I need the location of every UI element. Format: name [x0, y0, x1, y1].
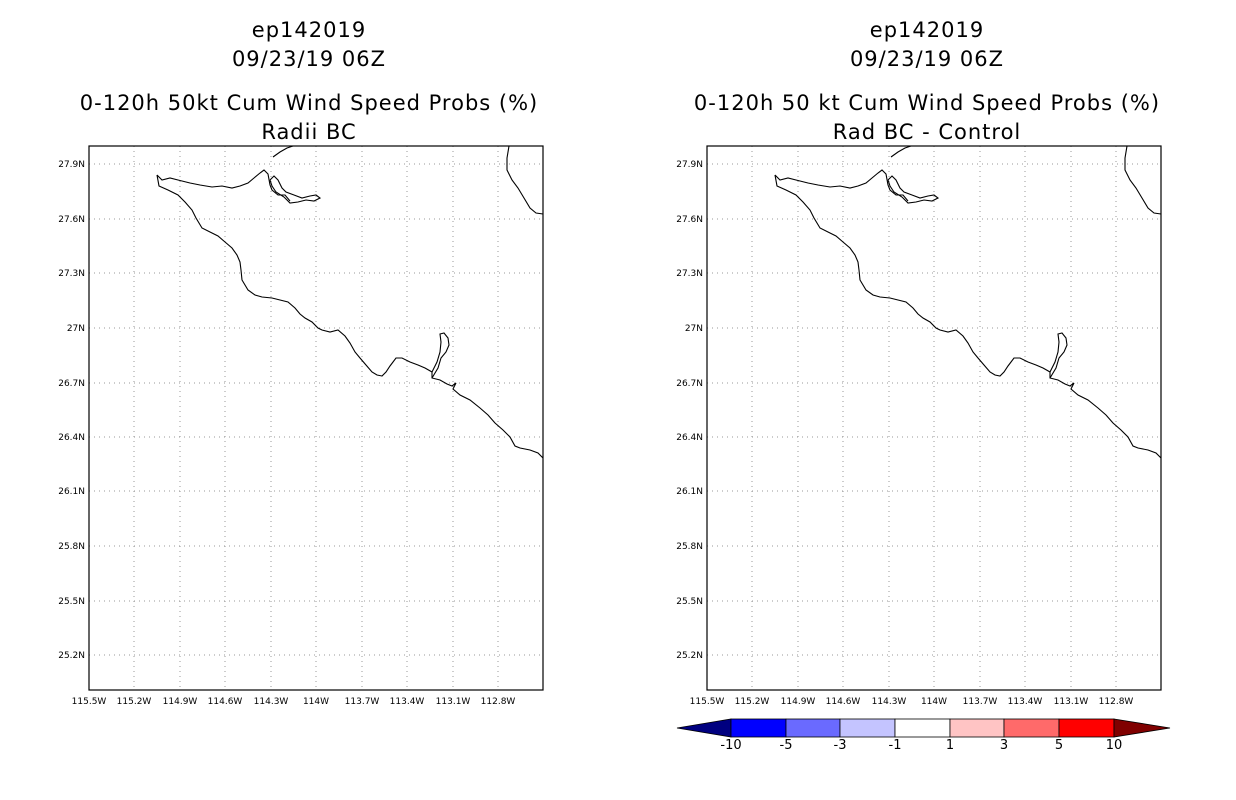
colorbar-tick-label: 5 [1055, 738, 1063, 753]
map-frame [706, 145, 1162, 691]
lon-tick-label: 114.3W [254, 697, 289, 707]
colorbar-segment [839, 718, 896, 738]
colorbar-segment [785, 718, 841, 738]
lon-tick-label: 113.4W [1008, 697, 1043, 707]
coastline-segment [431, 332, 450, 379]
lat-tick-label: 27.6N [676, 215, 703, 225]
colorbar-tick-label: 3 [1000, 738, 1008, 753]
lat-tick-label: 26.1N [58, 487, 85, 497]
colorbar-segment [1003, 718, 1060, 738]
lon-tick-label: 113.7W [963, 697, 998, 707]
colorbar-tick-label: 1 [946, 738, 954, 753]
coastline-segment [156, 169, 291, 202]
date-time: 09/23/19 06Z [231, 47, 387, 71]
colorbar-tick-label: -1 [889, 738, 902, 753]
latitude-labels: 27.9N 27.6N 27.3N 27N 26.7N 26.4N 26.1N 25.8N 25… [58, 160, 85, 661]
lon-tick-label: 115.2W [117, 697, 152, 707]
lon-tick-label: 114.9W [781, 697, 816, 707]
lon-tick-label: 112.8W [1099, 697, 1134, 707]
lon-tick-label: 115.2W [735, 697, 770, 707]
coastline-segment [506, 145, 544, 215]
lat-tick-label: 26.7N [58, 379, 85, 389]
coastline-segment [890, 145, 912, 158]
coastline-segment [269, 175, 322, 204]
colorbar-segment [730, 718, 787, 738]
lat-tick-label: 27N [685, 324, 703, 334]
lat-tick-label: 25.8N [676, 542, 703, 552]
right-panel: ep142019 09/23/19 06Z 0-120h 50 kt Cum W… [618, 0, 1236, 800]
lat-tick-label: 26.4N [676, 433, 703, 443]
lon-tick-label: 113.4W [390, 697, 425, 707]
lat-tick-label: 27.3N [676, 269, 703, 279]
lat-tick-label: 25.2N [58, 651, 85, 661]
coastline-segment [774, 169, 909, 202]
grid-lines [89, 146, 543, 690]
lon-tick-label: 115.5W [690, 697, 725, 707]
plot-title: 0-120h 50 kt Cum Wind Speed Probs (%) [693, 91, 1161, 115]
coastline-segment [774, 174, 1162, 459]
coastline [774, 145, 1162, 459]
coastline-segment [272, 145, 294, 158]
lon-tick-label: 114.6W [208, 697, 243, 707]
coastline-segment [887, 175, 940, 204]
lat-tick-label: 27N [67, 324, 85, 334]
colorbar-arrow-high [1113, 718, 1171, 738]
colorbar-segment [1058, 718, 1115, 738]
map-right: 27.9N 27.6N 27.3N 27N 26.7N 26.4N 26.1N 25.8N 25… [676, 145, 1162, 707]
colorbar-tick-label: -5 [780, 738, 793, 753]
lon-tick-label: 114.6W [826, 697, 861, 707]
storm-id: ep142019 [251, 18, 367, 42]
colorbar-labels: -10 -5 -3 -1 1 3 5 10 [720, 738, 1122, 753]
coastline-segment [1124, 145, 1162, 215]
colorbar-segment [949, 718, 1005, 738]
plot-title: 0-120h 50kt Cum Wind Speed Probs (%) [79, 91, 539, 115]
lon-tick-label: 115.5W [72, 697, 107, 707]
lon-tick-label: 114.9W [163, 697, 198, 707]
latitude-labels: 27.9N 27.6N 27.3N 27N 26.7N 26.4N 26.1N 25.8N 25… [676, 160, 703, 661]
longitude-labels: 115.5W 115.2W 114.9W 114.6W 114.3W 114W 113.7W… [690, 697, 1134, 707]
colorbar-segments [676, 718, 1171, 738]
lon-tick-label: 114W [303, 697, 329, 707]
map-frame [88, 145, 544, 691]
lat-tick-label: 27.3N [58, 269, 85, 279]
lat-tick-label: 26.7N [676, 379, 703, 389]
left-panel: ep142019 09/23/19 06Z 0-120h 50kt Cum Wi… [58, 18, 544, 707]
date-time: 09/23/19 06Z [849, 47, 1005, 71]
lat-tick-label: 25.5N [676, 597, 703, 607]
longitude-labels: 115.5W 115.2W 114.9W 114.6W 114.3W 114W 113.7W… [72, 697, 516, 707]
colorbar: -10 -5 -3 -1 1 3 5 10 [676, 718, 1171, 753]
colorbar-tick-label: -3 [834, 738, 847, 753]
lat-tick-label: 27.9N [676, 160, 703, 170]
lat-tick-label: 26.1N [676, 487, 703, 497]
plot-subtitle: Rad BC - Control [832, 120, 1022, 144]
lon-tick-label: 114W [921, 697, 947, 707]
colorbar-tick-label: 10 [1106, 738, 1123, 753]
lon-tick-label: 112.8W [481, 697, 516, 707]
colorbar-tick-label: -10 [720, 738, 741, 753]
lat-tick-label: 25.8N [58, 542, 85, 552]
colorbar-segment [894, 718, 951, 738]
lon-tick-label: 113.1W [1054, 697, 1089, 707]
map-left: 27.9N 27.6N 27.3N 27N 26.7N 26.4N 26.1N 25.8N 25… [58, 145, 544, 707]
plot-subtitle: Radii BC [261, 120, 357, 144]
lat-tick-label: 27.6N [58, 215, 85, 225]
lat-tick-label: 25.5N [58, 597, 85, 607]
lat-tick-label: 27.9N [58, 160, 85, 170]
coastline-segment [1049, 332, 1068, 379]
lon-tick-label: 113.1W [436, 697, 471, 707]
colorbar-arrow-low [676, 718, 732, 738]
lon-tick-label: 113.7W [345, 697, 380, 707]
grid-lines [707, 146, 1161, 690]
coastline-segment [156, 174, 544, 459]
coastline [156, 145, 544, 459]
lat-tick-label: 26.4N [58, 433, 85, 443]
storm-id: ep142019 [869, 18, 985, 42]
lon-tick-label: 114.3W [872, 697, 907, 707]
lat-tick-label: 25.2N [676, 651, 703, 661]
